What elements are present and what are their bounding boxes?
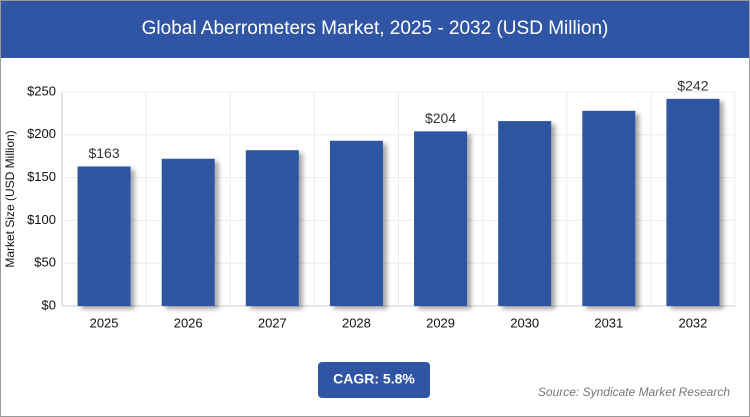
y-tick-label: $50 [34, 255, 56, 270]
bar [414, 131, 468, 306]
value-label: $204 [425, 110, 456, 126]
x-tick-label: 2026 [174, 315, 203, 330]
cagr: CAGR: 5.8% [333, 371, 415, 387]
x-tick-label: 2025 [90, 315, 119, 330]
x-tick-label: 2027 [258, 315, 287, 330]
x-tick-label: 2030 [510, 315, 539, 330]
bar [582, 110, 636, 306]
bar [245, 150, 299, 306]
y-tick-label: $200 [27, 126, 56, 141]
plot: $0 $50 $100 $150 $200 $250 2025 $163 2026 2027 202… [27, 78, 736, 330]
bar [161, 158, 215, 306]
y-tick-label: $250 [27, 83, 56, 98]
y-tick-label: $0 [42, 297, 56, 312]
bar [77, 166, 131, 306]
source: Source: Syndicate Market Research [538, 385, 730, 399]
value-label: $163 [88, 145, 119, 161]
bar [666, 98, 720, 307]
chart-title: Global Aberrometers Market, 2025 - 2032 … [142, 18, 609, 39]
x-tick-label: 2028 [342, 315, 371, 330]
x-tick-label: 2031 [594, 315, 623, 330]
value-label: $242 [677, 78, 708, 94]
x-tick-label: 2032 [678, 315, 707, 330]
y-axis-label: Market Size (USD Million) [3, 130, 17, 267]
title-bar [1, 1, 749, 58]
y-tick-label: $150 [27, 169, 56, 184]
y-tick-label: $100 [27, 212, 56, 227]
bar [329, 140, 383, 306]
cagr-box [318, 362, 430, 398]
bar [498, 121, 552, 306]
x-tick-label: 2029 [426, 315, 455, 330]
